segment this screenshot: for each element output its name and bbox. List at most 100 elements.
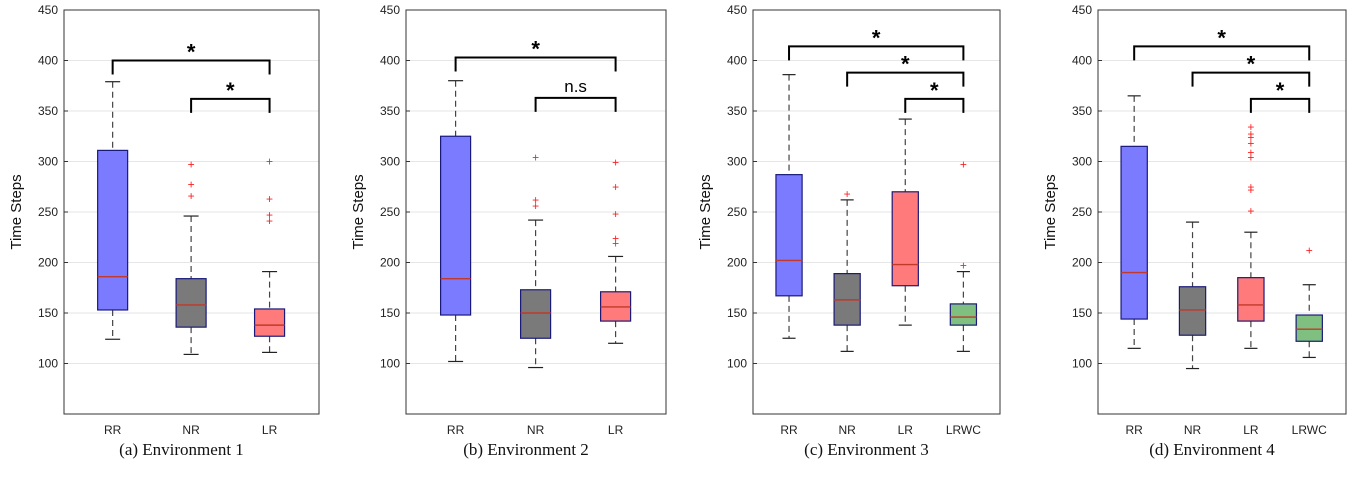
x-tick-label: RR: [447, 423, 465, 437]
panel-caption: (d) Environment 4: [1149, 440, 1275, 459]
outlier-marker: +: [960, 259, 967, 273]
significance-label: *: [1276, 78, 1285, 103]
y-tick-label: 350: [380, 104, 400, 118]
y-tick-label: 250: [38, 205, 58, 219]
y-tick-label: 150: [38, 306, 58, 320]
outlier-marker: +: [1247, 127, 1254, 141]
panel-caption: (b) Environment 2: [463, 440, 589, 459]
iqr-box: [949, 303, 978, 326]
y-tick-label: 400: [727, 54, 747, 68]
box-nr: [1178, 221, 1207, 370]
x-tick-label: NR: [1184, 423, 1202, 437]
y-tick-label: 400: [38, 54, 58, 68]
y-tick-label: 200: [727, 256, 747, 270]
outlier-marker: +: [612, 156, 619, 170]
significance-bracket: *: [904, 78, 965, 113]
box-lr: ++++: [253, 155, 286, 353]
y-tick-label: 450: [380, 3, 400, 17]
y-tick-label: 450: [727, 3, 747, 17]
x-tick-label: LR: [608, 423, 624, 437]
box-rr: [97, 81, 129, 340]
y-axis-label: Time Steps: [8, 174, 25, 249]
outlier-marker: +: [1247, 145, 1254, 159]
iqr-box: [1237, 277, 1265, 322]
significance-label: *: [1247, 52, 1256, 77]
x-tick-label: LRWC: [1292, 423, 1327, 437]
y-tick-label: 350: [38, 104, 58, 118]
significance-bracket: n.s: [534, 77, 617, 112]
outlier-marker: +: [612, 180, 619, 194]
outlier-marker: +: [1247, 180, 1254, 194]
panel-3: 100 150 200 250 300 350 400 450 Time Steps RR + NR L…: [697, 3, 1001, 437]
axes-frame: [1097, 9, 1347, 415]
iqr-box: [891, 191, 919, 287]
outlier-marker: +: [1247, 183, 1254, 197]
box-rr: [775, 74, 803, 339]
iqr-box: [519, 289, 552, 339]
y-tick-label: 300: [380, 155, 400, 169]
x-tick-label: RR: [780, 423, 798, 437]
significance-label: *: [531, 36, 540, 61]
x-tick-label: NR: [182, 423, 200, 437]
x-tick-label: RR: [104, 423, 122, 437]
significance-label: *: [226, 78, 235, 103]
y-tick-label: 400: [380, 54, 400, 68]
y-tick-label: 200: [1072, 256, 1092, 270]
outlier-marker: +: [266, 192, 273, 206]
iqr-box: [253, 308, 286, 337]
y-tick-label: 350: [1072, 104, 1092, 118]
axes-frame: [63, 9, 320, 415]
x-tick-label: LRWC: [946, 423, 981, 437]
box-lr: +++++: [599, 156, 632, 344]
iqr-box: [175, 278, 207, 328]
significance-label: n.s: [564, 77, 587, 96]
y-tick-label: 300: [1072, 155, 1092, 169]
axes-frame: [405, 9, 667, 415]
significance-label: *: [930, 78, 939, 103]
y-axis-label: Time Steps: [350, 174, 367, 249]
bracket-line: [788, 45, 965, 61]
outlier-marker: +: [1247, 130, 1254, 144]
y-tick-label: 200: [38, 256, 58, 270]
outlier-marker: +: [1247, 150, 1254, 164]
significance-bracket: *: [1133, 25, 1311, 61]
x-tick-label: NR: [838, 423, 856, 437]
outlier-marker: +: [1306, 243, 1313, 257]
iqr-box: [97, 149, 129, 311]
panel-caption: (a) Environment 1: [119, 440, 244, 459]
y-tick-label: 450: [1072, 3, 1092, 17]
bracket-line: [904, 97, 965, 113]
y-tick-label: 100: [38, 357, 58, 371]
y-axis-label: Time Steps: [1042, 174, 1059, 249]
x-tick-label: LR: [262, 423, 278, 437]
y-axis-label: Time Steps: [697, 174, 714, 249]
y-tick-label: 150: [727, 306, 747, 320]
outlier-marker: +: [844, 187, 851, 201]
bracket-line: [534, 96, 617, 112]
bracket-line: [846, 71, 965, 87]
outlier-marker: +: [266, 208, 273, 222]
y-tick-label: 300: [38, 155, 58, 169]
outlier-marker: +: [266, 155, 273, 169]
significance-bracket: *: [846, 52, 965, 87]
outlier-marker: +: [188, 189, 195, 203]
iqr-box: [1178, 286, 1207, 336]
y-tick-label: 350: [727, 104, 747, 118]
axes-frame: [752, 9, 1001, 415]
box-lrwc: ++: [949, 158, 978, 352]
y-tick-label: 250: [727, 205, 747, 219]
outlier-marker: +: [1247, 204, 1254, 218]
y-tick-label: 400: [1072, 54, 1092, 68]
box-lrwc: +: [1295, 243, 1323, 359]
outlier-marker: +: [1247, 120, 1254, 134]
box-rr: [1120, 95, 1148, 349]
box-lr: +++++++++: [1237, 120, 1265, 349]
outlier-marker: +: [612, 231, 619, 245]
y-tick-label: 200: [380, 256, 400, 270]
bracket-line: [111, 59, 271, 75]
y-tick-label: 100: [727, 357, 747, 371]
